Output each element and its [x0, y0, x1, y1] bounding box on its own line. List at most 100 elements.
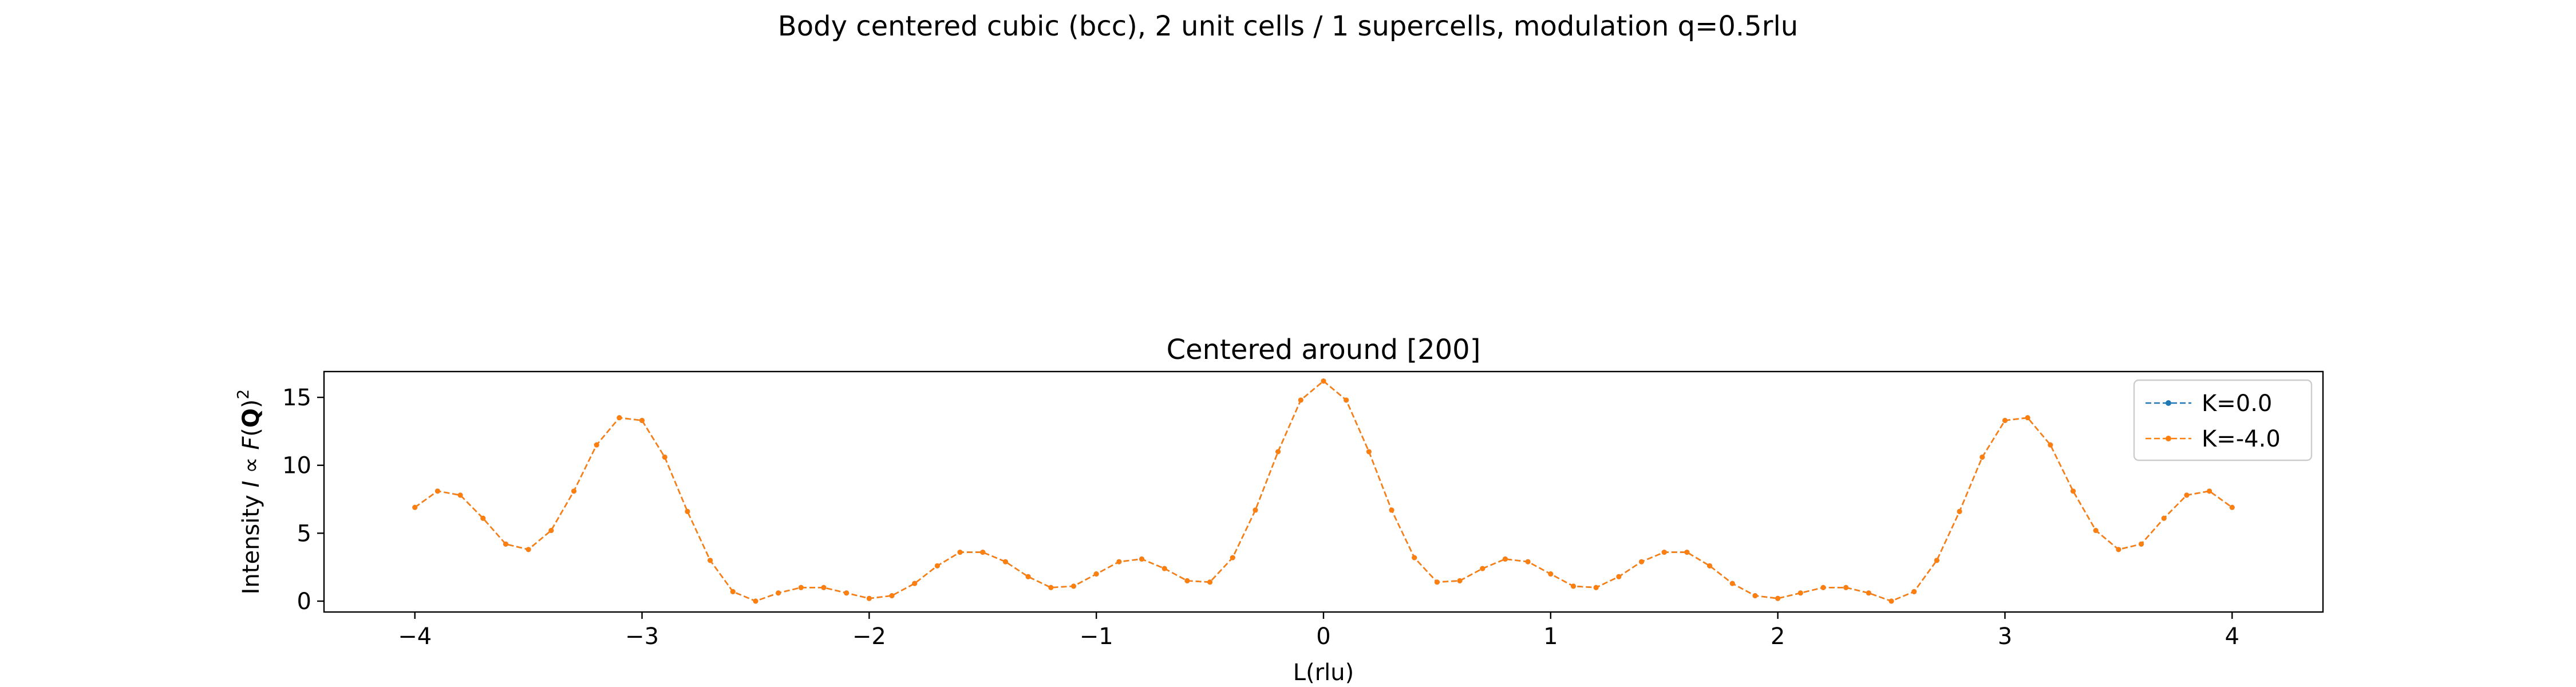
y-axis-label: Intensity I ∝ F(Q)2	[234, 389, 264, 595]
y-tick-label: 10	[282, 453, 311, 479]
data-point	[1934, 558, 1939, 563]
data-point	[2207, 488, 2212, 494]
data-point	[866, 595, 872, 601]
data-point	[2161, 515, 2167, 521]
data-point	[1389, 507, 1394, 513]
series-line-0	[414, 380, 2233, 602]
data-point	[1639, 559, 1645, 564]
data-point	[1344, 397, 1349, 403]
data-point	[1684, 550, 1690, 555]
data-point	[2184, 492, 2190, 498]
data-point	[730, 589, 736, 594]
legend-label: K=0.0	[2202, 390, 2272, 417]
data-point	[1207, 579, 1213, 585]
y-axis-label-part: Intensity	[238, 488, 264, 595]
data-point	[1321, 378, 1326, 384]
data-point	[685, 508, 690, 514]
data-point	[1230, 555, 1235, 560]
data-point	[1888, 598, 1894, 604]
data-point	[1139, 556, 1145, 562]
data-point	[1502, 556, 1508, 562]
data-point	[1093, 571, 1099, 577]
data-point	[934, 563, 940, 568]
data-point	[1752, 593, 1758, 599]
data-point	[1707, 563, 1713, 568]
legend: K=0.0 K=-4.0	[2133, 379, 2313, 461]
data-point	[434, 488, 440, 494]
data-point	[708, 558, 713, 563]
data-point	[1571, 583, 1576, 589]
data-point	[2116, 547, 2121, 552]
data-point	[1434, 579, 1440, 585]
data-point	[1184, 578, 1190, 583]
data-point	[1275, 449, 1281, 455]
data-point	[753, 598, 758, 604]
figure-suptitle: Body centered cubic (bcc), 2 unit cells …	[777, 10, 1799, 42]
legend-swatch-marker	[2166, 400, 2171, 406]
y-tick-label: 0	[297, 589, 311, 615]
y-axis-label-part: F	[238, 436, 264, 450]
data-point	[1866, 590, 1871, 596]
data-point	[526, 547, 531, 552]
chart-title: Centered around [200]	[1167, 334, 1481, 366]
data-point	[1775, 595, 1781, 601]
data-point	[1457, 578, 1463, 583]
data-point	[1548, 571, 1554, 577]
data-point	[821, 585, 827, 590]
data-point	[548, 528, 554, 534]
data-point	[617, 415, 622, 421]
x-tick-label: 0	[1316, 623, 1330, 650]
data-point	[980, 550, 986, 555]
data-point	[844, 590, 850, 596]
x-tick-label: 4	[2225, 623, 2239, 650]
y-axis-label-part: )	[238, 399, 264, 408]
x-tick-label: 2	[1771, 623, 1785, 650]
data-point	[1593, 585, 1599, 590]
data-point	[1161, 566, 1167, 571]
data-point	[1071, 583, 1076, 589]
data-point	[1911, 589, 1917, 594]
x-axis: −4 −3 −2 −1 0 1 2 3 4	[398, 612, 2239, 650]
data-point	[2139, 541, 2144, 547]
series-layer	[412, 378, 2235, 604]
data-point	[480, 515, 486, 521]
x-tick-label: 3	[1998, 623, 2012, 650]
data-point	[1116, 559, 1122, 564]
data-point	[1048, 585, 1054, 590]
data-point	[639, 417, 645, 423]
data-point	[1661, 550, 1667, 555]
data-point	[2071, 488, 2076, 494]
legend-box	[2133, 379, 2313, 461]
x-axis-label: L(rlu)	[1293, 660, 1354, 686]
x-tick-label: −2	[852, 623, 886, 650]
data-point	[1366, 449, 1372, 455]
data-point	[571, 488, 576, 494]
data-point	[1025, 574, 1031, 579]
data-point	[1957, 508, 1962, 514]
plot-area-frame	[323, 370, 2324, 613]
series-line-1	[414, 380, 2233, 602]
x-tick-label: −3	[625, 623, 659, 650]
data-point	[1980, 454, 1985, 460]
y-tick-label: 5	[297, 520, 311, 547]
data-point	[1412, 555, 1417, 560]
data-point	[457, 492, 463, 498]
y-axis-label-part: Q	[238, 408, 264, 428]
data-point	[1729, 581, 1735, 586]
y-axis: 0 5 10 15	[282, 385, 324, 615]
y-axis-label-part: 2	[234, 389, 252, 400]
data-point	[1525, 559, 1531, 564]
legend-label: K=-4.0	[2202, 426, 2281, 452]
data-point	[503, 541, 508, 547]
y-tick-label: 15	[282, 385, 311, 411]
data-point	[889, 593, 895, 599]
data-point	[2048, 442, 2053, 448]
y-axis-label-part: (	[238, 428, 264, 437]
legend-swatch-marker	[2166, 436, 2171, 441]
data-point	[2025, 415, 2030, 421]
data-point	[1820, 585, 1826, 590]
data-point	[957, 550, 963, 555]
data-point	[798, 585, 804, 590]
data-point	[912, 581, 918, 586]
